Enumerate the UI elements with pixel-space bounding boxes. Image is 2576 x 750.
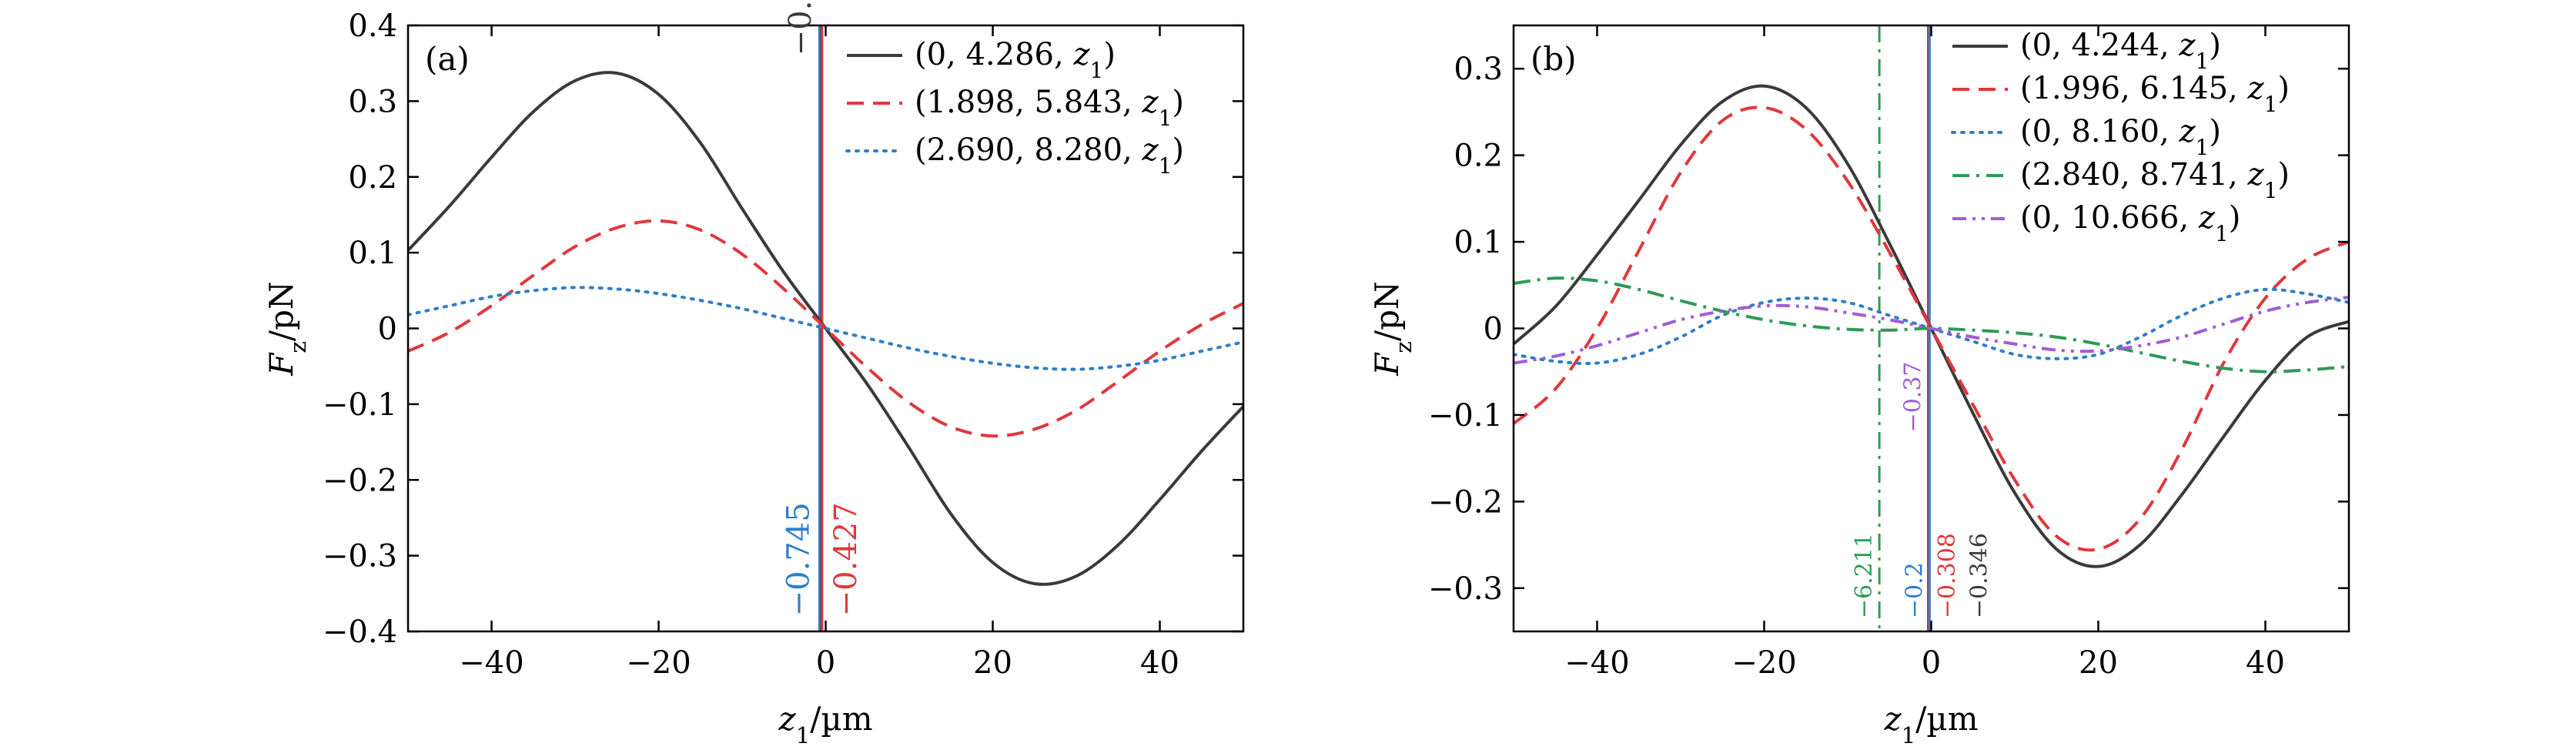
marker-label: −0.745 <box>781 502 816 616</box>
series-line <box>1514 105 2349 552</box>
legend-label: (2.840, 8.741, z1) <box>2020 157 2290 203</box>
x-tick-label: 20 <box>2079 645 2118 681</box>
marker-label: −0.308 <box>1934 533 1961 618</box>
y-tick-label: −0.2 <box>1428 484 1503 520</box>
x-tick-label: −40 <box>1564 645 1629 681</box>
y-tick-label: 0.3 <box>1454 52 1503 87</box>
y-tick-label: 0 <box>1484 312 1503 347</box>
x-axis-title: z1/µm <box>1883 700 1978 748</box>
y-tick-label: −0.3 <box>1428 571 1503 607</box>
x-tick-label: 0 <box>816 645 835 681</box>
x-tick-label: 20 <box>973 645 1012 681</box>
marker-label: −6.211 <box>1851 533 1878 618</box>
y-tick-label: 0.2 <box>1454 139 1503 174</box>
chart-panel-a: −40 −20 0 20 40 −0.4 −0.3 −0.2 −0.1 0 0.1 0.2 0.3 0.4… <box>263 0 1245 748</box>
y-tick-label: −0.1 <box>1428 398 1503 434</box>
x-tick-label: 0 <box>1922 645 1941 681</box>
marker-label: −0.2 <box>1901 562 1928 618</box>
chart-panel-b: −40 −20 0 20 40 −0.3 −0.2 −0.1 0 0.1 0.2 0.3 z1/µm Fz… <box>1368 24 2350 748</box>
y-tick-label: −0.3 <box>323 539 397 574</box>
y-tick-label: 0.1 <box>348 236 397 271</box>
legend-label: (1.996, 6.145, z1) <box>2020 71 2290 117</box>
marker-label: −0.427 <box>828 502 864 616</box>
y-tick-label: 0.2 <box>348 160 397 196</box>
series-line <box>408 219 1243 438</box>
x-tick-label: −20 <box>1731 645 1796 681</box>
x-axis-title: z1/µm <box>778 700 872 748</box>
x-tick-label: −40 <box>459 645 524 681</box>
y-axis-title: Fz/pN <box>1368 281 1417 376</box>
y-tick-label: 0.3 <box>348 84 397 119</box>
marker-label: −0.37 <box>1899 361 1926 432</box>
x-tick-label: 40 <box>1140 645 1179 681</box>
marker-label: −0.502 <box>783 0 818 55</box>
y-tick-label: 0.4 <box>348 8 397 44</box>
y-tick-label: −0.2 <box>323 463 397 498</box>
series-line <box>408 286 1243 371</box>
y-tick-label: 0.1 <box>1454 225 1503 260</box>
legend-label: (0, 4.286, z1) <box>915 37 1116 83</box>
legend-label: (0, 4.244, z1) <box>2020 28 2221 74</box>
panel-label: (a) <box>425 40 470 78</box>
y-tick-label: −0.4 <box>323 614 397 650</box>
legend-label: (2.690, 8.280, z1) <box>915 132 1184 179</box>
panel-label: (b) <box>1531 40 1577 78</box>
legend-label: (0, 8.160, z1) <box>2020 114 2221 160</box>
y-axis-title: Fz/pN <box>263 281 311 376</box>
y-tick-label: −0.1 <box>323 387 397 423</box>
series-line <box>1514 296 2349 365</box>
x-tick-label: −20 <box>626 645 691 681</box>
y-tick-label: 0 <box>378 312 397 347</box>
x-tick-label: 40 <box>2246 645 2285 681</box>
legend-label: (0, 10.666, z1) <box>2020 200 2240 246</box>
marker-label: −0.346 <box>1966 533 1993 618</box>
legend-label: (1.898, 5.843, z1) <box>915 85 1184 131</box>
